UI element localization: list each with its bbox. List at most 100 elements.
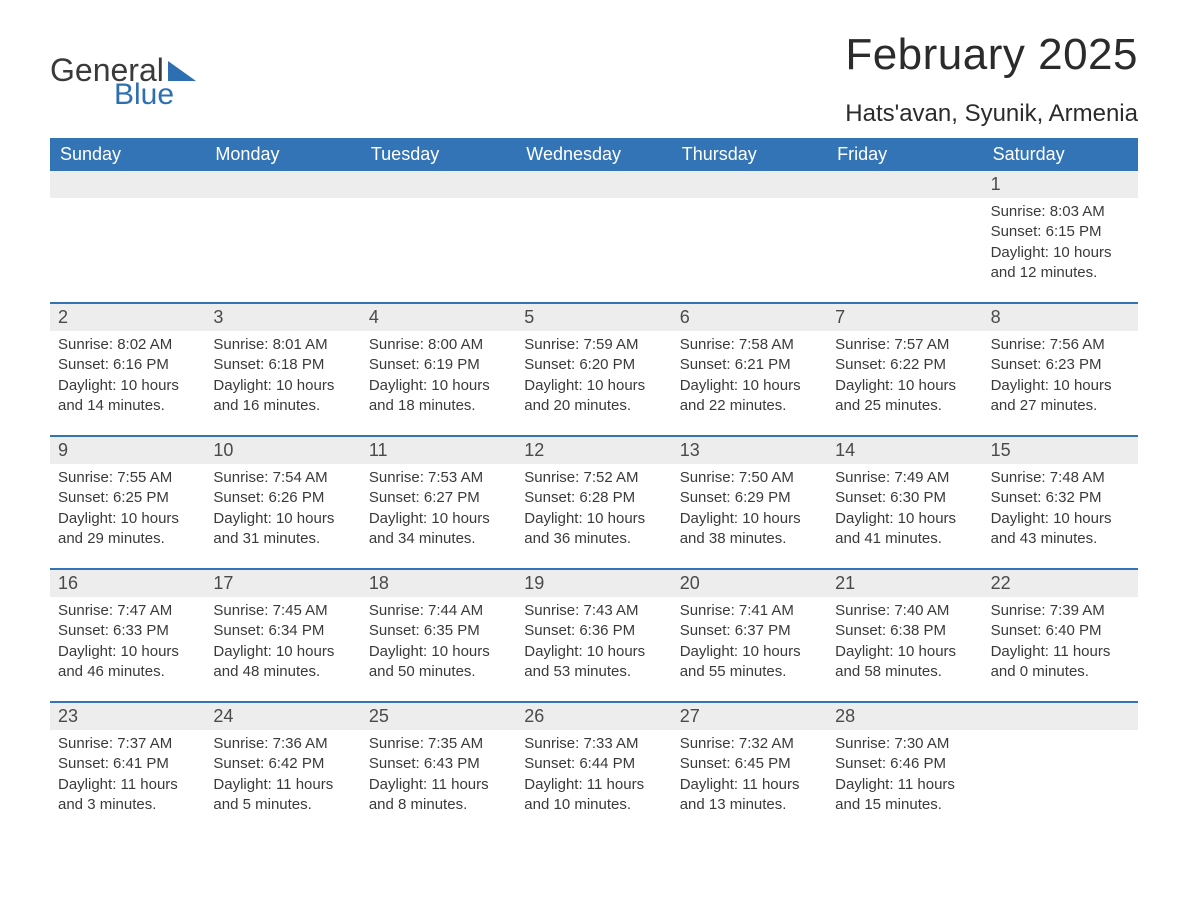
sunrise-line: Sunrise: 7:49 AM (835, 468, 974, 488)
sunrise-line: Sunrise: 8:01 AM (213, 335, 352, 355)
daylight-line: and 12 minutes. (991, 263, 1130, 283)
day-details (205, 198, 360, 288)
daylight-line: and 38 minutes. (680, 529, 819, 549)
week-row: 16171819202122Sunrise: 7:47 AMSunset: 6:… (50, 568, 1138, 701)
day-details: Sunrise: 7:43 AMSunset: 6:36 PMDaylight:… (516, 597, 671, 687)
sunrise-line: Sunrise: 7:41 AM (680, 601, 819, 621)
sunset-line: Sunset: 6:26 PM (213, 488, 352, 508)
day-number: 5 (516, 304, 671, 331)
sunset-line: Sunset: 6:43 PM (369, 754, 508, 774)
day-details (827, 198, 982, 288)
sunset-line: Sunset: 6:22 PM (835, 355, 974, 375)
day-details: Sunrise: 7:39 AMSunset: 6:40 PMDaylight:… (983, 597, 1138, 687)
dow-saturday: Saturday (983, 138, 1138, 171)
day-details: Sunrise: 7:56 AMSunset: 6:23 PMDaylight:… (983, 331, 1138, 421)
day-number-band: 16171819202122 (50, 570, 1138, 597)
day-details: Sunrise: 8:03 AMSunset: 6:15 PMDaylight:… (983, 198, 1138, 288)
daylight-line: and 5 minutes. (213, 795, 352, 815)
day-details: Sunrise: 7:40 AMSunset: 6:38 PMDaylight:… (827, 597, 982, 687)
daylight-line: Daylight: 10 hours (680, 642, 819, 662)
daylight-line: Daylight: 11 hours (680, 775, 819, 795)
day-details: Sunrise: 7:58 AMSunset: 6:21 PMDaylight:… (672, 331, 827, 421)
day-details: Sunrise: 7:48 AMSunset: 6:32 PMDaylight:… (983, 464, 1138, 554)
daylight-line: and 15 minutes. (835, 795, 974, 815)
sunset-line: Sunset: 6:20 PM (524, 355, 663, 375)
daylight-line: and 13 minutes. (680, 795, 819, 815)
day-details: Sunrise: 7:44 AMSunset: 6:35 PMDaylight:… (361, 597, 516, 687)
day-number-band: 232425262728 (50, 703, 1138, 730)
day-details-band: Sunrise: 7:55 AMSunset: 6:25 PMDaylight:… (50, 464, 1138, 568)
day-details: Sunrise: 7:41 AMSunset: 6:37 PMDaylight:… (672, 597, 827, 687)
sunrise-line: Sunrise: 7:40 AM (835, 601, 974, 621)
day-details: Sunrise: 7:50 AMSunset: 6:29 PMDaylight:… (672, 464, 827, 554)
daylight-line: and 20 minutes. (524, 396, 663, 416)
sunset-line: Sunset: 6:23 PM (991, 355, 1130, 375)
dow-wednesday: Wednesday (516, 138, 671, 171)
sunset-line: Sunset: 6:34 PM (213, 621, 352, 641)
day-number: 27 (672, 703, 827, 730)
daylight-line: Daylight: 10 hours (213, 509, 352, 529)
sunset-line: Sunset: 6:15 PM (991, 222, 1130, 242)
day-number: 11 (361, 437, 516, 464)
logo-text-blue: Blue (114, 80, 196, 110)
dow-friday: Friday (827, 138, 982, 171)
daylight-line: and 36 minutes. (524, 529, 663, 549)
daylight-line: Daylight: 10 hours (524, 376, 663, 396)
sunset-line: Sunset: 6:41 PM (58, 754, 197, 774)
day-number: 6 (672, 304, 827, 331)
daylight-line: and 14 minutes. (58, 396, 197, 416)
daylight-line: Daylight: 10 hours (213, 642, 352, 662)
daylight-line: Daylight: 10 hours (524, 642, 663, 662)
daylight-line: and 22 minutes. (680, 396, 819, 416)
sunrise-line: Sunrise: 7:55 AM (58, 468, 197, 488)
day-details: Sunrise: 7:30 AMSunset: 6:46 PMDaylight:… (827, 730, 982, 820)
day-details: Sunrise: 7:47 AMSunset: 6:33 PMDaylight:… (50, 597, 205, 687)
week-row: 2345678Sunrise: 8:02 AMSunset: 6:16 PMDa… (50, 302, 1138, 435)
daylight-line: Daylight: 10 hours (369, 376, 508, 396)
day-number: 2 (50, 304, 205, 331)
day-details: Sunrise: 7:55 AMSunset: 6:25 PMDaylight:… (50, 464, 205, 554)
sunrise-line: Sunrise: 7:54 AM (213, 468, 352, 488)
calendar: Sunday Monday Tuesday Wednesday Thursday… (50, 138, 1138, 834)
daylight-line: and 16 minutes. (213, 396, 352, 416)
sunset-line: Sunset: 6:37 PM (680, 621, 819, 641)
day-number: 16 (50, 570, 205, 597)
title-block: February 2025 Hats'avan, Syunik, Armenia (845, 30, 1138, 128)
day-number: 19 (516, 570, 671, 597)
daylight-line: Daylight: 10 hours (835, 642, 974, 662)
daylight-line: and 0 minutes. (991, 662, 1130, 682)
daylight-line: Daylight: 11 hours (835, 775, 974, 795)
sunset-line: Sunset: 6:36 PM (524, 621, 663, 641)
daylight-line: Daylight: 10 hours (524, 509, 663, 529)
daylight-line: and 34 minutes. (369, 529, 508, 549)
day-number: 10 (205, 437, 360, 464)
day-number: 21 (827, 570, 982, 597)
day-details: Sunrise: 7:35 AMSunset: 6:43 PMDaylight:… (361, 730, 516, 820)
daylight-line: and 3 minutes. (58, 795, 197, 815)
dow-tuesday: Tuesday (361, 138, 516, 171)
sunset-line: Sunset: 6:21 PM (680, 355, 819, 375)
daylight-line: Daylight: 10 hours (835, 509, 974, 529)
day-number-band: 2345678 (50, 304, 1138, 331)
sunrise-line: Sunrise: 7:50 AM (680, 468, 819, 488)
day-details-band: Sunrise: 7:47 AMSunset: 6:33 PMDaylight:… (50, 597, 1138, 701)
day-number-band: 1 (50, 171, 1138, 198)
day-details: Sunrise: 8:02 AMSunset: 6:16 PMDaylight:… (50, 331, 205, 421)
dow-sunday: Sunday (50, 138, 205, 171)
day-details-band: Sunrise: 8:03 AMSunset: 6:15 PMDaylight:… (50, 198, 1138, 302)
week-row: 232425262728Sunrise: 7:37 AMSunset: 6:41… (50, 701, 1138, 834)
sunrise-line: Sunrise: 7:44 AM (369, 601, 508, 621)
day-number: 4 (361, 304, 516, 331)
day-number (50, 171, 205, 198)
day-details (983, 730, 1138, 820)
day-details (672, 198, 827, 288)
daylight-line: and 58 minutes. (835, 662, 974, 682)
daylight-line: and 27 minutes. (991, 396, 1130, 416)
day-number: 17 (205, 570, 360, 597)
daylight-line: Daylight: 10 hours (680, 509, 819, 529)
sunrise-line: Sunrise: 8:00 AM (369, 335, 508, 355)
daylight-line: Daylight: 10 hours (991, 509, 1130, 529)
day-details: Sunrise: 7:32 AMSunset: 6:45 PMDaylight:… (672, 730, 827, 820)
sunset-line: Sunset: 6:33 PM (58, 621, 197, 641)
day-number: 12 (516, 437, 671, 464)
